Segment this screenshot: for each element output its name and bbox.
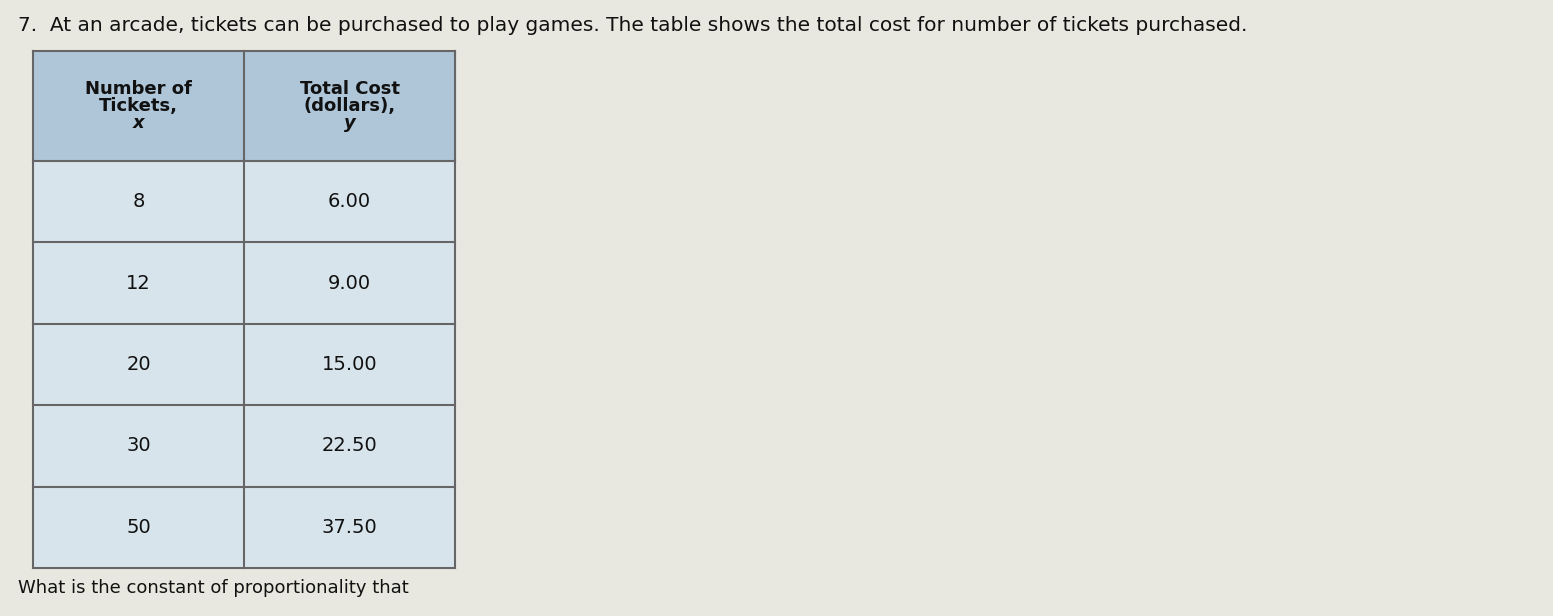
Text: 15.00: 15.00 <box>321 355 377 374</box>
Text: 30: 30 <box>126 436 151 455</box>
Text: 8: 8 <box>132 192 144 211</box>
Text: x: x <box>132 114 144 132</box>
Text: 22.50: 22.50 <box>321 436 377 455</box>
Text: What is the constant of proportionality that: What is the constant of proportionality … <box>19 579 408 597</box>
Text: 20: 20 <box>126 355 151 374</box>
Bar <box>33 487 244 568</box>
Bar <box>33 243 244 324</box>
Text: Tickets,: Tickets, <box>99 97 179 115</box>
Bar <box>244 405 455 487</box>
Bar <box>244 51 455 161</box>
Text: (dollars),: (dollars), <box>303 97 396 115</box>
Bar <box>33 405 244 487</box>
Bar <box>244 487 455 568</box>
Text: 37.50: 37.50 <box>321 518 377 537</box>
Bar <box>33 51 244 161</box>
Text: 50: 50 <box>126 518 151 537</box>
Text: 12: 12 <box>126 274 151 293</box>
Text: y: y <box>343 114 356 132</box>
Bar <box>33 161 244 243</box>
Text: Number of: Number of <box>85 80 193 98</box>
Bar <box>33 324 244 405</box>
Bar <box>244 324 455 405</box>
Bar <box>244 161 455 243</box>
Text: 7.  At an arcade, tickets can be purchased to play games. The table shows the to: 7. At an arcade, tickets can be purchase… <box>19 16 1247 35</box>
Text: 9.00: 9.00 <box>328 274 371 293</box>
Text: 6.00: 6.00 <box>328 192 371 211</box>
Text: Total Cost: Total Cost <box>300 80 399 98</box>
Bar <box>244 243 455 324</box>
